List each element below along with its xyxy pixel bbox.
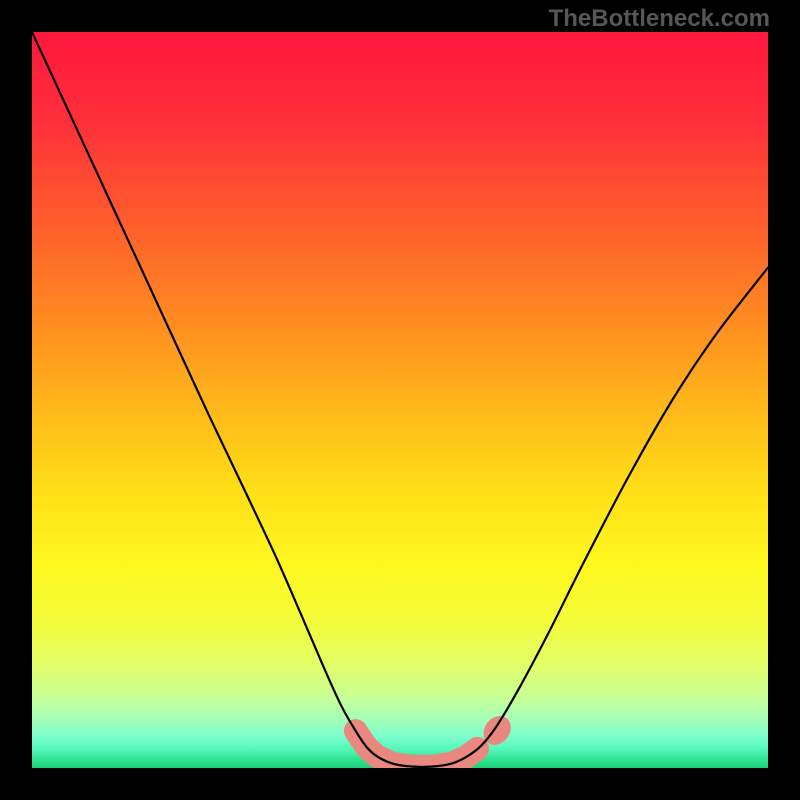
bottleneck-chart: TheBottleneck.com (0, 0, 800, 800)
chart-svg: TheBottleneck.com (0, 0, 800, 800)
plot-background (32, 32, 768, 768)
watermark-text: TheBottleneck.com (549, 5, 770, 32)
